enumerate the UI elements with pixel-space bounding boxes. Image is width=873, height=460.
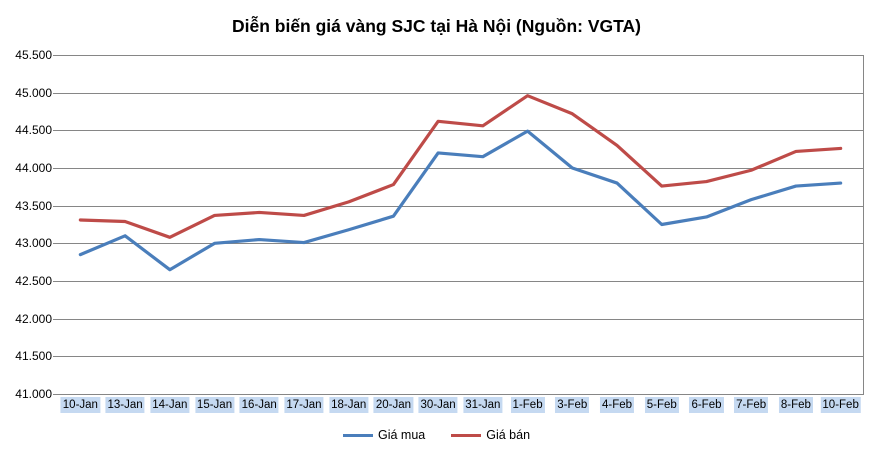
- x-axis-tick-label: 17-Jan: [284, 397, 324, 413]
- x-axis-tick-label: 15-Jan: [194, 397, 235, 413]
- series-line: [78, 129, 843, 272]
- y-axis-tick-mark: [53, 93, 58, 94]
- x-axis-tick-label: 7-Feb: [734, 397, 769, 413]
- gridline: [58, 168, 863, 169]
- y-axis-tick-mark: [53, 168, 58, 169]
- y-axis-tick-mark: [53, 319, 58, 320]
- y-axis-tick-mark: [53, 55, 58, 56]
- y-axis-tick-mark: [53, 206, 58, 207]
- gridline: [58, 319, 863, 320]
- series-line: [78, 94, 843, 239]
- y-axis-tick-label: 44.500: [15, 123, 52, 138]
- y-axis-labels: 45.500 45.000 44.500 44.000 43.500 43.000 42.5…: [0, 48, 52, 401]
- x-axis-tick-label: 1-Feb: [510, 397, 545, 413]
- x-axis-tick-label: 3-Feb: [555, 397, 590, 413]
- legend-label: Giá bán: [486, 428, 531, 442]
- series-lines: [78, 94, 843, 272]
- x-axis-tick-label: 4-Feb: [599, 397, 635, 413]
- x-axis-tick-label: 10-Jan: [60, 397, 100, 413]
- y-axis-tick-marks: [0, 55, 58, 395]
- y-axis-tick-label: 44.000: [15, 161, 52, 175]
- legend-swatch-icon: [342, 433, 373, 437]
- y-axis-tick-mark: [53, 394, 58, 395]
- x-axis-tick-label: 14-Jan: [150, 397, 190, 413]
- plot-right-border: [863, 55, 864, 395]
- y-axis-tick-label: 42.500: [15, 274, 52, 288]
- x-axis-tick-label: 13-Jan: [105, 397, 145, 413]
- x-axis-tick-label: 10-Feb: [820, 397, 861, 413]
- gridline: [58, 206, 863, 207]
- x-axis-tick-label: 20-Jan: [373, 397, 413, 413]
- y-axis-tick-label: 43.000: [15, 236, 52, 251]
- y-axis-tick-label: 45.000: [15, 85, 52, 100]
- gridline: [58, 356, 863, 357]
- y-axis-tick-mark: [53, 243, 58, 244]
- chart-legend: Giá mua Giá bán: [0, 428, 873, 442]
- x-axis-tick-label: 16-Jan: [239, 397, 279, 413]
- gridline: [58, 243, 863, 244]
- gridline: [58, 281, 863, 282]
- gridline: [58, 394, 863, 395]
- x-axis-tick-label: 31-Jan: [463, 397, 503, 413]
- x-axis-labels: 10-Jan 13-Jan 14-Jan 15-Jan 16-Jan 17-Jan 18-J…: [58, 397, 863, 417]
- gridline: [58, 130, 863, 131]
- y-axis-tick-label: 43.500: [15, 198, 52, 213]
- x-axis-tick-label: 5-Feb: [644, 397, 679, 413]
- y-axis-tick-label: 45.500: [15, 48, 52, 62]
- legend-label: Giá mua: [377, 428, 426, 442]
- y-axis-tick-label: 41.000: [15, 387, 52, 401]
- y-axis-tick-label: 41.500: [15, 349, 52, 364]
- gridline: [58, 93, 863, 94]
- legend-swatch-icon: [451, 433, 482, 437]
- y-axis-tick-mark: [53, 356, 58, 357]
- chart-title: Diễn biến giá vàng SJC tại Hà Nội (Nguồn…: [231, 16, 641, 36]
- y-axis-tick-mark: [53, 281, 58, 282]
- y-axis-tick-label: 42.000: [15, 311, 52, 326]
- x-axis-tick-label: 18-Jan: [329, 397, 369, 413]
- legend-item[interactable]: Giá bán: [451, 428, 530, 442]
- x-axis-tick-label: 30-Jan: [418, 397, 458, 413]
- plot-area: [58, 55, 863, 395]
- legend-item[interactable]: Giá mua: [342, 428, 426, 442]
- x-axis-tick-label: 8-Feb: [778, 397, 813, 413]
- gridline: [58, 55, 863, 56]
- x-axis-tick-label: 6-Feb: [689, 397, 724, 413]
- y-axis-tick-mark: [53, 130, 58, 131]
